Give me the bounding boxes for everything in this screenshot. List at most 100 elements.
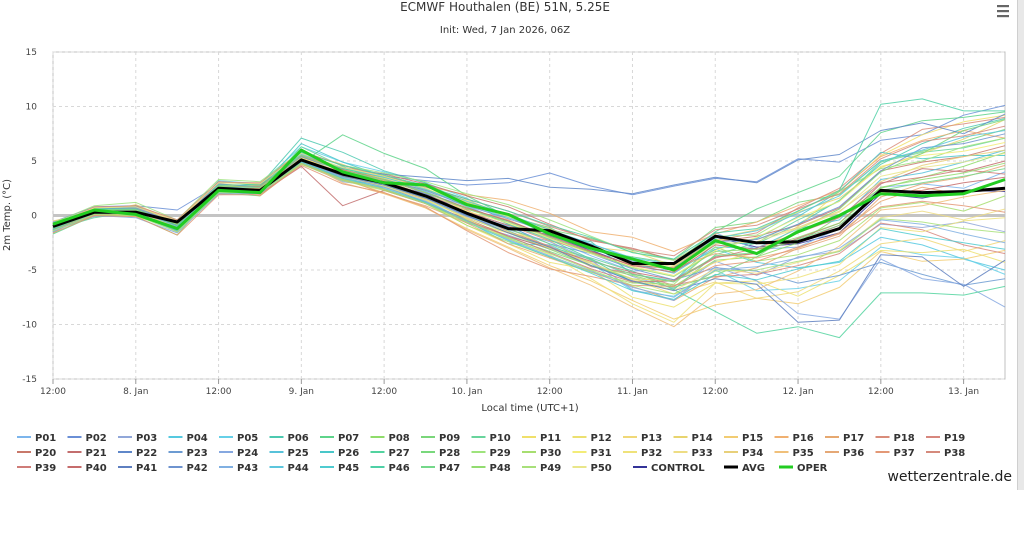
chart-subtitle: Init: Wed, 7 Jan 2026, 06Z: [440, 25, 570, 36]
legend-item-p20[interactable]: P20: [17, 448, 56, 459]
legend-item-avg[interactable]: AVG: [724, 463, 765, 474]
legend-label: P15: [742, 433, 763, 444]
legend-item-p40[interactable]: P40: [67, 463, 107, 474]
legend-item-p25[interactable]: P25: [269, 448, 309, 459]
hamburger-menu-icon[interactable]: [997, 5, 1009, 18]
x-tick-label: 12:00: [868, 387, 894, 397]
legend-label: P38: [944, 448, 965, 459]
legend-item-p19[interactable]: P19: [926, 433, 965, 444]
legend-item-p32[interactable]: P32: [623, 448, 662, 459]
legend-item-p39[interactable]: P39: [17, 463, 56, 474]
legend-item-p09[interactable]: P09: [421, 433, 460, 444]
legend-item-p22[interactable]: P22: [118, 448, 157, 459]
series-line-p38[interactable]: [52, 125, 1006, 257]
x-tick-label: 13. Jan: [948, 387, 979, 397]
legend-label: P13: [641, 433, 662, 444]
legend-label: CONTROL: [651, 463, 705, 474]
legend-item-p36[interactable]: P36: [825, 448, 864, 459]
legend-label: P18: [894, 433, 915, 444]
series-line-avg[interactable]: [52, 158, 1006, 265]
series-line-p46[interactable]: [52, 98, 1005, 260]
legend-item-p10[interactable]: P10: [471, 433, 511, 444]
legend-item-p30[interactable]: P30: [522, 448, 561, 459]
series-line-oper[interactable]: [52, 148, 1006, 272]
legend-item-p15[interactable]: P15: [724, 433, 763, 444]
series-line-p37[interactable]: [52, 164, 1006, 287]
legend-item-p07[interactable]: P07: [320, 433, 359, 444]
legend-item-oper[interactable]: OPER: [779, 463, 828, 474]
legend-item-p29[interactable]: P29: [471, 448, 511, 459]
legend-item-p06[interactable]: P06: [269, 433, 309, 444]
x-tick-label: 9. Jan: [289, 387, 314, 397]
legend-label: P12: [591, 433, 612, 444]
legend-item-p13[interactable]: P13: [623, 433, 662, 444]
legend-item-p46[interactable]: P46: [370, 463, 410, 474]
y-tick-label: 5: [31, 157, 37, 167]
legend-item-p16[interactable]: P16: [774, 433, 814, 444]
legend-item-p31[interactable]: P31: [572, 448, 612, 459]
legend-item-p03[interactable]: P03: [118, 433, 157, 444]
series-line-p49[interactable]: [52, 162, 1006, 295]
legend-item-p48[interactable]: P48: [471, 463, 511, 474]
legend-item-p14[interactable]: P14: [673, 433, 713, 444]
legend-label: P43: [237, 463, 258, 474]
legend-label: P50: [591, 463, 612, 474]
legend-item-p49[interactable]: P49: [522, 463, 561, 474]
legend-item-p01[interactable]: P01: [17, 433, 56, 444]
legend-item-p34[interactable]: P34: [724, 448, 763, 459]
chart-menu-button[interactable]: [994, 3, 1012, 19]
y-axis-title: 2m Temp. (°C): [2, 179, 13, 251]
legend-item-p42[interactable]: P42: [168, 463, 208, 474]
x-tick-label: 12:00: [702, 387, 728, 397]
legend-item-p27[interactable]: P27: [370, 448, 410, 459]
credit-label: wetterzentrale.de: [887, 469, 1012, 485]
legend-item-p47[interactable]: P47: [421, 463, 460, 474]
legend-label: P03: [136, 433, 157, 444]
x-tick-label: 8. Jan: [123, 387, 148, 397]
legend-item-p02[interactable]: P02: [67, 433, 107, 444]
legend-label: P11: [540, 433, 561, 444]
page-scroll-edge: [1017, 0, 1024, 490]
chart-title: ECMWF Houthalen (BE) 51N, 5.25E: [400, 0, 610, 14]
legend-item-p26[interactable]: P26: [320, 448, 359, 459]
legend-label: P44: [288, 463, 309, 474]
legend-label: P39: [35, 463, 56, 474]
legend-item-p24[interactable]: P24: [219, 448, 258, 459]
legend-item-p05[interactable]: P05: [219, 433, 258, 444]
legend-item-p17[interactable]: P17: [825, 433, 864, 444]
legend-label: P28: [439, 448, 460, 459]
legend-label: P02: [86, 433, 107, 444]
legend-item-p38[interactable]: P38: [926, 448, 965, 459]
legend-item-control[interactable]: CONTROL: [633, 463, 705, 474]
legend-item-p33[interactable]: P33: [673, 448, 713, 459]
legend-item-p43[interactable]: P43: [219, 463, 258, 474]
legend-item-p44[interactable]: P44: [269, 463, 309, 474]
legend-item-p41[interactable]: P41: [118, 463, 157, 474]
legend-item-p35[interactable]: P35: [774, 448, 814, 459]
y-tick-label: 15: [26, 48, 37, 58]
legend-item-p04[interactable]: P04: [168, 433, 208, 444]
legend-label: P01: [35, 433, 56, 444]
legend-label: P47: [439, 463, 460, 474]
legend-item-p28[interactable]: P28: [421, 448, 460, 459]
legend-item-p21[interactable]: P21: [67, 448, 107, 459]
legend-label: P09: [439, 433, 460, 444]
legend-item-p18[interactable]: P18: [875, 433, 915, 444]
legend-item-p37[interactable]: P37: [875, 448, 915, 459]
legend-item-p12[interactable]: P12: [572, 433, 612, 444]
legend-label: P46: [389, 463, 410, 474]
legend-item-p08[interactable]: P08: [370, 433, 410, 444]
legend-label: P06: [288, 433, 309, 444]
y-tick-label: -5: [28, 266, 37, 276]
legend-label: P32: [641, 448, 662, 459]
legend-item-p11[interactable]: P11: [522, 433, 561, 444]
legend-label: AVG: [742, 463, 765, 474]
legend-label: P30: [540, 448, 561, 459]
legend-label: P23: [187, 448, 208, 459]
legend-item-p50[interactable]: P50: [572, 463, 612, 474]
x-tick-label: 12:00: [40, 387, 66, 397]
x-tick-label: 11. Jan: [617, 387, 648, 397]
legend-item-p23[interactable]: P23: [168, 448, 208, 459]
legend-item-p45[interactable]: P45: [320, 463, 359, 474]
